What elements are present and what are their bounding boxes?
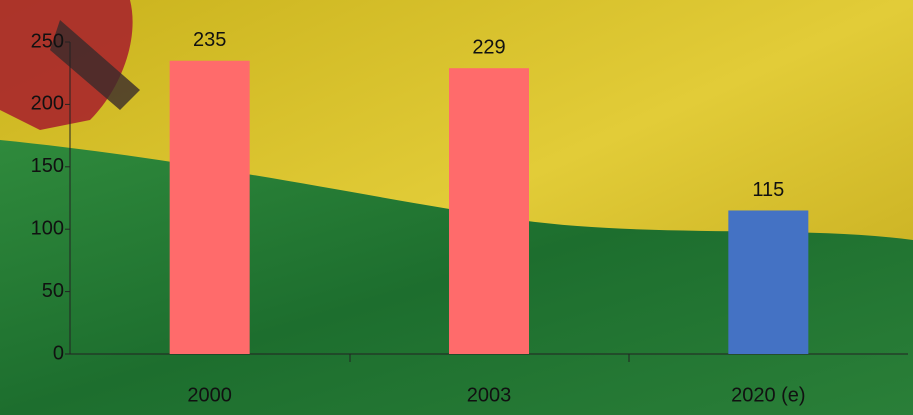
x-tick-label: 2000 <box>187 384 232 406</box>
x-tick-label: 2003 <box>467 384 512 406</box>
y-tick-label: 0 <box>53 342 64 364</box>
bar <box>728 210 809 354</box>
data-label: 229 <box>472 36 505 58</box>
data-label: 235 <box>193 29 226 51</box>
y-tick-label: 100 <box>31 217 64 239</box>
y-tick-label: 150 <box>31 155 64 177</box>
bar <box>169 60 250 354</box>
x-tick-label: 2020 (e) <box>731 384 806 406</box>
y-tick-label: 250 <box>31 30 64 52</box>
data-label: 115 <box>752 179 784 201</box>
bar <box>449 68 529 354</box>
y-tick-label: 200 <box>31 93 64 115</box>
y-tick-label: 50 <box>42 280 64 302</box>
